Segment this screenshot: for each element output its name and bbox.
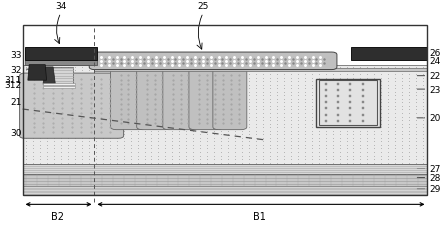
Bar (25, 61, 97, 65)
Text: B2: B2 (51, 211, 64, 220)
FancyBboxPatch shape (20, 74, 123, 139)
Text: 34: 34 (55, 2, 67, 11)
FancyBboxPatch shape (189, 69, 223, 130)
FancyBboxPatch shape (137, 69, 170, 130)
FancyBboxPatch shape (111, 69, 144, 130)
Bar (351, 48, 428, 61)
Text: 21: 21 (10, 97, 21, 106)
Text: 24: 24 (430, 56, 441, 65)
Text: 312: 312 (4, 81, 21, 90)
FancyBboxPatch shape (163, 69, 197, 130)
Text: 32: 32 (10, 65, 21, 74)
Polygon shape (28, 65, 47, 81)
Bar (44, 68, 73, 84)
Text: 23: 23 (430, 85, 441, 94)
Bar (43, 84, 75, 85)
Text: 27: 27 (430, 164, 441, 173)
Text: 20: 20 (430, 114, 441, 123)
Bar (95, 68, 428, 72)
Text: 22: 22 (430, 72, 441, 81)
FancyBboxPatch shape (213, 69, 247, 130)
Text: 25: 25 (198, 2, 209, 11)
FancyBboxPatch shape (89, 53, 337, 70)
Bar (23, 26, 428, 196)
Bar (23, 65, 428, 165)
Bar (317, 80, 380, 127)
Bar (23, 175, 428, 186)
Bar (25, 48, 97, 61)
Text: 28: 28 (430, 173, 441, 182)
Bar (23, 165, 428, 175)
Bar (319, 81, 377, 125)
Polygon shape (43, 68, 55, 84)
Bar (43, 87, 75, 89)
Text: 33: 33 (10, 51, 21, 60)
Bar (23, 186, 428, 196)
Text: B1: B1 (254, 211, 266, 220)
Text: 311: 311 (4, 76, 21, 85)
Text: 30: 30 (10, 128, 21, 137)
Text: 29: 29 (430, 184, 441, 194)
Text: 26: 26 (430, 49, 441, 58)
